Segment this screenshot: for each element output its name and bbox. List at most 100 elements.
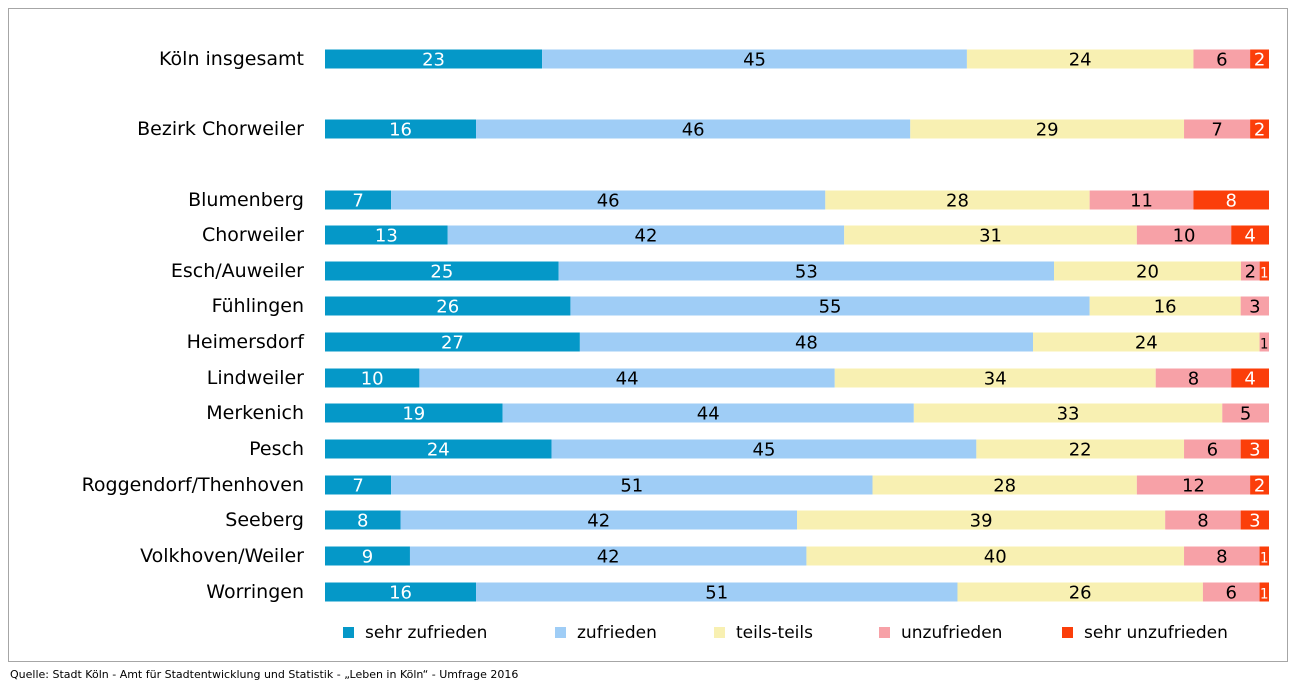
bar-segment [1231,368,1269,388]
legend-label: sehr zufrieden [365,623,487,643]
data-label: 20 [1136,262,1159,283]
data-label: 42 [597,547,620,568]
legend-swatch [879,627,890,638]
data-label: 8 [1226,191,1237,212]
data-label: 12 [1182,476,1205,497]
bar-segment [325,403,503,423]
category-label: Pesch [249,438,304,460]
bar-segment [834,368,1156,388]
bar-segment [325,582,477,602]
bar-segment [957,582,1203,602]
data-label: 45 [753,440,776,461]
data-label: 2 [1254,120,1265,141]
data-label: 7 [352,476,363,497]
bar-segment [1184,439,1241,459]
bar-segment [558,261,1055,281]
data-label: 31 [979,226,1002,247]
bar-segment [966,49,1194,69]
data-label: 16 [389,583,412,604]
bar-segment [325,368,420,388]
data-label: 6 [1216,50,1227,71]
bar-segment [910,119,1185,139]
category-label: Worringen [206,581,304,603]
category-label: Esch/Auweiler [171,260,304,282]
bar-segment [806,546,1185,566]
bar-segment [476,582,958,602]
data-label: 8 [1216,547,1227,568]
bar-segment [1202,582,1260,602]
bar-segment [476,119,911,139]
data-label: 51 [620,476,643,497]
bar-segment [325,332,580,352]
bar-segment [391,475,873,495]
data-label: 48 [795,333,818,354]
data-label: 4 [1244,226,1255,247]
data-label: 19 [402,404,425,425]
legend-label: zufrieden [577,623,657,643]
bar-segment [1250,49,1269,69]
data-label: 5 [1240,404,1251,425]
category-label: Bezirk Chorweiler [137,118,304,140]
data-label: 33 [1057,404,1080,425]
data-label: 24 [1069,50,1092,71]
data-label: 2 [1254,476,1265,497]
bar-segment [502,403,914,423]
data-label: 8 [357,511,368,532]
chart-frame [8,8,1288,662]
data-label: 46 [682,120,705,141]
bar-segment [409,546,807,566]
data-label: 3 [1249,511,1260,532]
category-label: Roggendorf/Thenhoven [82,474,304,496]
data-label: 40 [984,547,1007,568]
bar-segment [325,225,448,245]
bar-segment [325,49,543,69]
bar-segment [419,368,835,388]
bar-segment [1240,296,1269,316]
bar-segment [1250,475,1269,495]
bar-segment [1193,49,1251,69]
category-label: Seeberg [225,509,304,531]
data-label: 22 [1069,440,1092,461]
data-label: 2 [1254,50,1265,71]
data-label: 34 [984,369,1007,390]
legend-swatch [714,627,725,638]
data-label: 24 [427,440,450,461]
data-label: 4 [1244,369,1255,390]
bar-segment [825,190,1090,210]
legend-swatch [343,627,354,638]
data-label: 1 [1260,266,1268,282]
data-label: 27 [441,333,464,354]
data-label: 46 [597,191,620,212]
bar-segment [1259,261,1269,281]
category-label: Fühlingen [212,295,304,317]
bar-segment [1259,582,1269,602]
data-label: 6 [1207,440,1218,461]
bar-segment [570,296,1090,316]
bar-segment [1089,296,1241,316]
data-label: 1 [1260,337,1268,353]
data-label: 42 [635,226,658,247]
bar-segment [1240,439,1269,459]
data-label: 25 [430,262,453,283]
legend-label: unzufrieden [901,623,1002,643]
bar-segment [400,510,797,530]
data-label: 10 [361,369,384,390]
data-label: 29 [1036,120,1059,141]
legend-swatch [1062,627,1073,638]
legend-label: sehr unzufrieden [1084,623,1228,643]
bar-segment [447,225,845,245]
category-label: Lindweiler [207,367,304,389]
bar-segment [913,403,1223,423]
bar-segment [1089,190,1194,210]
data-label: 11 [1130,191,1153,212]
bar-segment [325,546,410,566]
data-label: 16 [389,120,412,141]
bar-segment [579,332,1033,352]
bar-segment [1259,332,1269,352]
bar-segment [797,510,1166,530]
bar-segment [1136,225,1232,245]
bar-segment [1193,190,1269,210]
bar-segment [325,475,392,495]
bar-segment [325,439,552,459]
